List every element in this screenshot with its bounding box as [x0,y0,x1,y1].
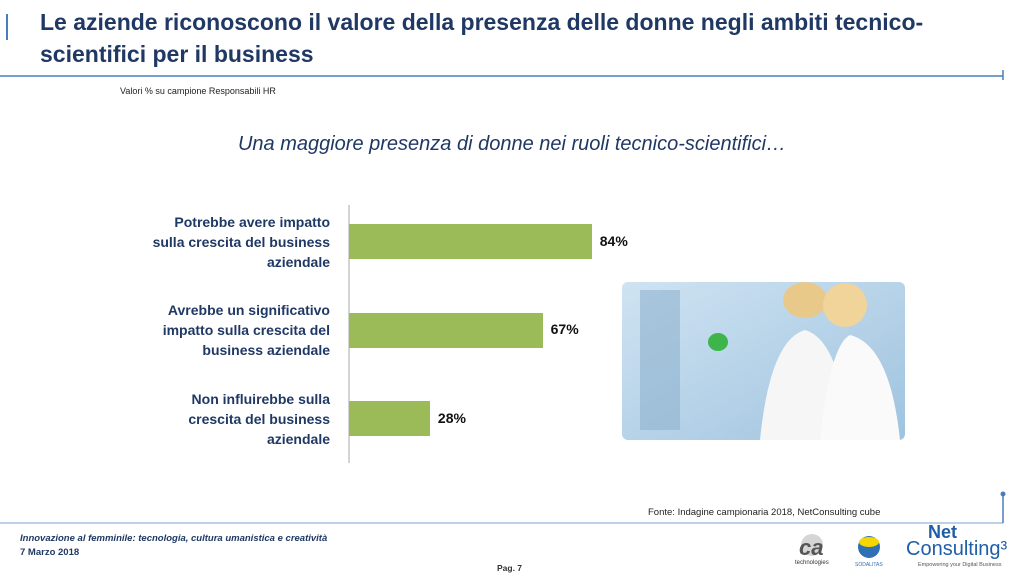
page-number: Pag. 7 [497,563,523,573]
bar [349,401,430,436]
category-label: Non influirebbe sulla crescita del busin… [188,390,330,447]
slide-title: Le aziende riconoscono il valore della p… [40,9,924,67]
category-label: Potrebbe avere impatto sulla crescita de… [152,213,330,270]
logos [801,534,880,558]
logo-text: Consulting³ [906,538,1008,560]
rule-dot [1000,491,1006,497]
logo-text: Empowering your Digital Business [918,562,1002,568]
source: Fonte: Indagine campionaria 2018, NetCon… [648,507,881,518]
category-label: Avrebbe un significativo impatto sulla c… [162,302,330,358]
value-label: 84% [599,232,628,249]
footer: Innovazione al femminile: tecnologia, cu… [20,533,328,544]
value-label: 28% [437,409,466,426]
logo-text: Net [928,522,958,542]
logo-text: SODALITAS [855,562,883,568]
value-label: 67% [550,321,579,337]
bar [349,312,543,348]
chart-title: Una maggiore presenza di donne nei ruoli… [237,133,787,155]
subtitle: Valori % su campione Responsabili HR [120,86,276,96]
bar [349,224,592,259]
logo-text: ca [799,535,824,560]
date: 7 Marzo 2018 [20,547,80,558]
photo [622,282,905,440]
logo-text: technologies [795,560,829,566]
